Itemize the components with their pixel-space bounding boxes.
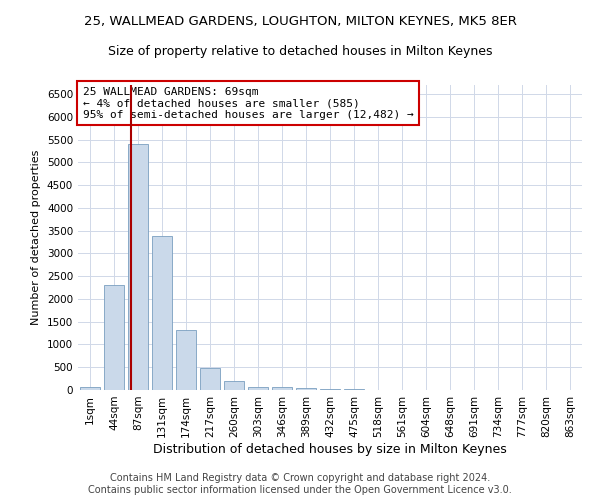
Text: Contains HM Land Registry data © Crown copyright and database right 2024.
Contai: Contains HM Land Registry data © Crown c…	[88, 474, 512, 495]
Bar	[80, 386, 100, 390]
Text: Size of property relative to detached houses in Milton Keynes: Size of property relative to detached ho…	[108, 45, 492, 58]
Bar	[224, 382, 244, 390]
Bar	[200, 368, 220, 390]
Bar	[344, 388, 364, 390]
Bar	[272, 388, 292, 390]
Text: 25 WALLMEAD GARDENS: 69sqm
← 4% of detached houses are smaller (585)
95% of semi: 25 WALLMEAD GARDENS: 69sqm ← 4% of detac…	[83, 86, 414, 120]
Bar	[152, 236, 172, 390]
X-axis label: Distribution of detached houses by size in Milton Keynes: Distribution of detached houses by size …	[153, 442, 507, 456]
Bar	[320, 388, 340, 390]
Bar	[296, 388, 316, 390]
Text: 25, WALLMEAD GARDENS, LOUGHTON, MILTON KEYNES, MK5 8ER: 25, WALLMEAD GARDENS, LOUGHTON, MILTON K…	[83, 15, 517, 28]
Bar	[128, 144, 148, 390]
Bar	[248, 386, 268, 390]
Bar	[104, 286, 124, 390]
Bar	[176, 330, 196, 390]
Y-axis label: Number of detached properties: Number of detached properties	[31, 150, 41, 325]
